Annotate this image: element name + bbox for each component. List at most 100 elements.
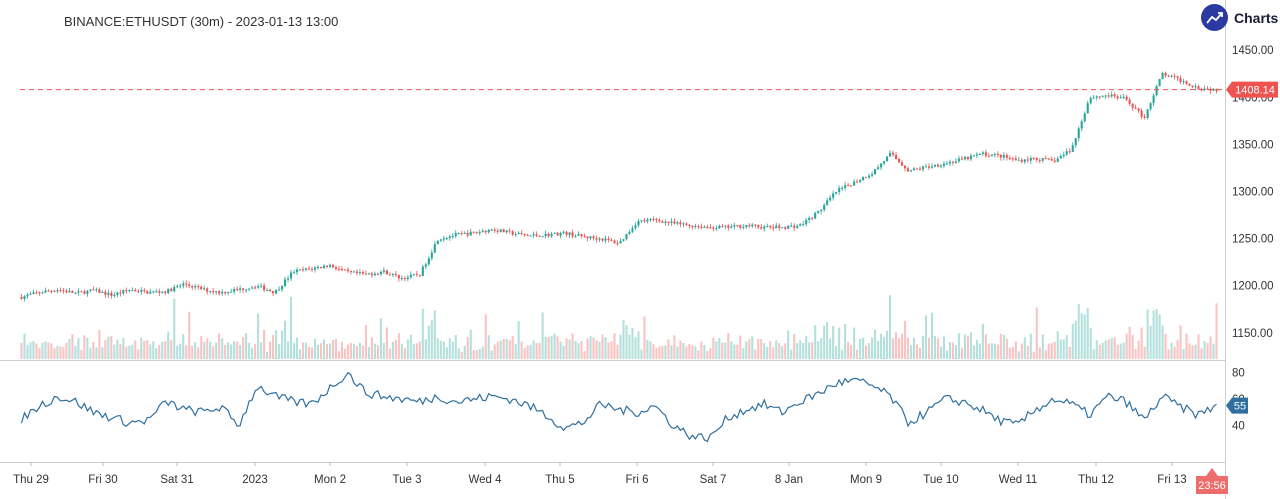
- candle: [930, 163, 934, 169]
- candle: [44, 287, 47, 293]
- volume-bar: [197, 347, 200, 359]
- candle: [439, 238, 442, 242]
- candle: [158, 288, 161, 296]
- candle: [188, 281, 191, 289]
- candle: [766, 223, 769, 228]
- volume-bar: [1029, 333, 1032, 359]
- volume-bar: [436, 338, 439, 359]
- candle: [71, 290, 74, 294]
- volume-bar: [65, 342, 68, 359]
- price-tick-label: 1450.00: [1232, 45, 1274, 57]
- volume-bar: [358, 342, 361, 359]
- volume-bar: [1026, 345, 1029, 359]
- volume-bar: [1161, 325, 1164, 359]
- candle: [978, 152, 981, 155]
- volume-bar: [89, 347, 92, 359]
- candle: [996, 151, 999, 158]
- countdown-tag-shape: [1196, 468, 1228, 494]
- price-tick-label: 1350.00: [1232, 139, 1274, 151]
- candle: [598, 237, 601, 243]
- volume-bar: [1068, 346, 1071, 359]
- volume-bar: [346, 344, 350, 359]
- volume-bar: [38, 347, 41, 359]
- volume-bar: [924, 315, 928, 359]
- candle: [50, 289, 53, 294]
- candle: [1095, 95, 1098, 101]
- candle: [915, 167, 919, 170]
- candle: [113, 291, 116, 298]
- volume-bar: [619, 334, 622, 359]
- volume-bar: [703, 344, 706, 359]
- candle: [802, 221, 805, 227]
- candle: [1140, 108, 1143, 120]
- candle: [700, 223, 703, 230]
- time-tick-label: Wed 11: [999, 474, 1038, 486]
- candle: [814, 211, 817, 220]
- volume-bar: [1197, 334, 1200, 359]
- volume-bar: [242, 336, 245, 359]
- candle: [394, 270, 397, 278]
- volume-bar: [182, 334, 185, 359]
- candle: [912, 167, 916, 171]
- volume-bar: [310, 347, 314, 359]
- candlestick-series: [20, 71, 1218, 302]
- rsi-line: [20, 371, 1217, 443]
- candle: [1179, 75, 1182, 85]
- candle: [748, 223, 751, 228]
- volume-bar: [948, 342, 951, 359]
- candle: [1164, 71, 1167, 78]
- candle: [862, 176, 865, 181]
- candle: [1116, 94, 1119, 101]
- volume-bar: [754, 349, 757, 359]
- candle: [568, 232, 571, 238]
- volume-bar: [700, 341, 703, 359]
- volume-bar: [379, 318, 382, 359]
- volume-bar: [1107, 339, 1110, 359]
- volume-bar: [900, 333, 904, 359]
- volume-bar: [733, 344, 736, 359]
- volume-bar: [254, 343, 257, 359]
- candle: [838, 185, 841, 195]
- candle: [236, 286, 239, 292]
- candle: [287, 275, 290, 283]
- candle: [1068, 148, 1071, 154]
- candle: [550, 231, 553, 238]
- volume-bar: [1074, 320, 1077, 359]
- candle: [1026, 156, 1029, 163]
- volume-bar: [340, 341, 344, 359]
- volume-bar: [616, 344, 619, 359]
- candle: [706, 224, 709, 229]
- candle: [951, 160, 954, 166]
- candle: [433, 241, 436, 254]
- volume-bar: [1155, 309, 1158, 359]
- candle: [793, 223, 796, 232]
- volume-bar: [589, 336, 592, 359]
- candle: [29, 291, 32, 295]
- volume-bar: [295, 337, 299, 359]
- candle: [954, 158, 957, 164]
- volume-bar: [1098, 344, 1101, 359]
- candle: [1125, 94, 1128, 102]
- volume-bar: [337, 351, 341, 359]
- volume-bar: [996, 344, 999, 359]
- volume-bar: [811, 342, 814, 359]
- volume-bar: [263, 329, 266, 359]
- volume-bar: [613, 333, 616, 359]
- brand-logo[interactable]: Charts p: [1201, 4, 1280, 31]
- volume-bar: [856, 349, 859, 359]
- candle: [197, 284, 200, 290]
- candle: [640, 220, 643, 223]
- candle: [942, 161, 946, 169]
- candle: [493, 227, 496, 233]
- volume-bar: [880, 334, 883, 359]
- volume-bar: [80, 349, 83, 359]
- candle: [909, 169, 913, 173]
- volume-bar: [960, 348, 963, 359]
- volume-bar: [1149, 325, 1152, 359]
- volume-bar: [604, 337, 607, 359]
- candle: [829, 194, 832, 202]
- candle: [95, 287, 98, 293]
- candle: [418, 274, 421, 277]
- candle: [98, 287, 101, 294]
